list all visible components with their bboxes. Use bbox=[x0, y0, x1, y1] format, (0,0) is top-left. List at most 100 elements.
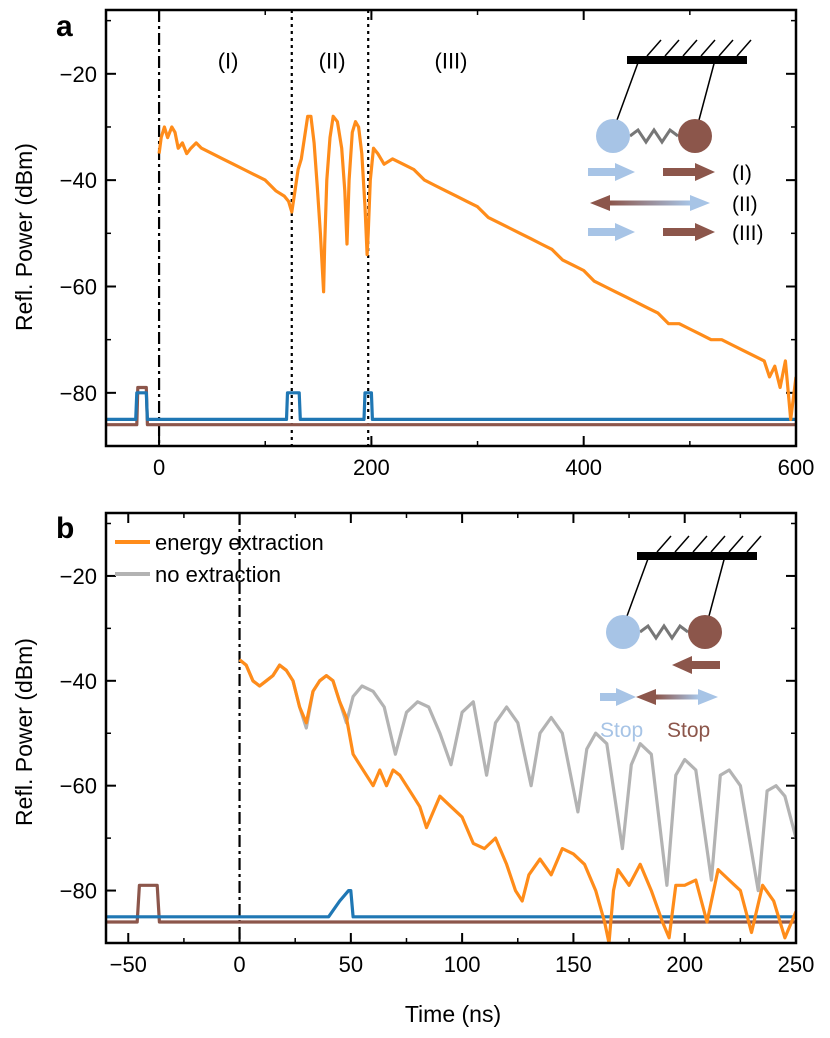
series-brown-b bbox=[106, 883, 796, 924]
y-tick-label-a: −20 bbox=[60, 62, 97, 87]
x-tick-label-b: 0 bbox=[233, 952, 245, 977]
schematic-row-label-iii: (III) bbox=[732, 222, 764, 245]
spring-b bbox=[639, 623, 689, 641]
arrow-c-row-i-shaft bbox=[663, 168, 695, 176]
mode-m-circle-a bbox=[596, 119, 630, 153]
panel-letter-b: b bbox=[56, 512, 74, 545]
arrow-c-row-iii-shaft bbox=[663, 228, 695, 236]
y-tick-label-b: −60 bbox=[60, 774, 97, 799]
hatch-a bbox=[718, 39, 734, 57]
x-tick-label-b: 250 bbox=[778, 952, 815, 977]
arrow-c-extraction-shaft bbox=[692, 661, 720, 669]
arrow-m-stop-head bbox=[616, 688, 636, 706]
arrow-m-stop bbox=[600, 688, 636, 706]
legend-b: energy extraction no extraction bbox=[115, 530, 324, 587]
hatch-a bbox=[682, 39, 698, 57]
mode-c-circle-a bbox=[678, 119, 712, 153]
mode-c-circle-b bbox=[688, 615, 722, 649]
x-tick-label-a: 0 bbox=[153, 455, 165, 480]
panel-b: b Refl. Power (dBm) Time (ns) −50 0 50 100 1… bbox=[11, 511, 815, 1027]
x-tick-label-b: 100 bbox=[444, 952, 481, 977]
hatch-b bbox=[710, 535, 726, 553]
hatch-a bbox=[700, 39, 716, 57]
legend-label-no-extraction: no extraction bbox=[155, 562, 281, 587]
arrow-exchange-b-shaft bbox=[656, 694, 698, 700]
plot-area-b: −50 0 50 100 150 200 250 −20 −40 −60 −80 bbox=[60, 511, 815, 977]
arrow-c-row-i bbox=[663, 163, 715, 181]
legend-label-energy-extraction: energy extraction bbox=[155, 530, 324, 555]
hatch-b bbox=[674, 535, 690, 553]
arrow-m-row-i-head bbox=[615, 163, 635, 181]
series-orange-a bbox=[157, 114, 796, 421]
y-tick-label-b: −80 bbox=[60, 879, 97, 904]
x-tick-label-b: 200 bbox=[666, 952, 703, 977]
y-tick-label-a: −60 bbox=[60, 274, 97, 299]
schematic-row-label-i: (I) bbox=[732, 162, 752, 185]
x-tick-label-a: 200 bbox=[353, 455, 390, 480]
suspension-c-a bbox=[698, 59, 716, 121]
arrow-exchange-row-ii-head-right bbox=[690, 195, 710, 211]
schematic-a: M C (I) (II) (III) bbox=[588, 39, 764, 245]
arrow-exchange-row-ii bbox=[590, 195, 710, 211]
y-tick-label-b: −40 bbox=[60, 669, 97, 694]
x-axis-label-b: Time (ns) bbox=[405, 1001, 501, 1027]
arrow-c-extraction bbox=[672, 656, 720, 674]
arrow-m-row-iii bbox=[588, 223, 635, 241]
region-label-1: (I) bbox=[218, 48, 239, 73]
arrow-m-row-iii-head bbox=[615, 223, 635, 241]
hatch-b bbox=[746, 535, 762, 553]
support-bar-b bbox=[637, 552, 757, 560]
x-tick-label-b: 50 bbox=[339, 952, 363, 977]
hatch-a bbox=[664, 39, 680, 57]
plot-frame-a bbox=[104, 8, 798, 448]
y-tick-label-a: −40 bbox=[60, 168, 97, 193]
series-brown-a bbox=[106, 385, 796, 427]
y-axis-label-b: Refl. Power (dBm) bbox=[11, 638, 37, 826]
hatch-b bbox=[728, 535, 744, 553]
mode-m-circle-b bbox=[606, 615, 640, 649]
arrow-exchange-b-head-right bbox=[698, 689, 718, 705]
y-axis-label-a: Refl. Power (dBm) bbox=[11, 143, 37, 331]
spring-a bbox=[629, 127, 679, 145]
panel-a: a Refl. Power (dBm) 0 200 400 600 −20 −40 −60 −… bbox=[11, 8, 815, 480]
series-energy-extraction bbox=[238, 658, 796, 943]
arrow-exchange-row-ii-head-left bbox=[590, 195, 610, 211]
arrow-c-row-i-head bbox=[695, 163, 715, 181]
hatch-b bbox=[692, 535, 708, 553]
arrow-exchange-b bbox=[636, 689, 718, 705]
region-label-2: (II) bbox=[319, 48, 346, 73]
series-group-a bbox=[106, 114, 796, 427]
stop-label-left: Stop bbox=[600, 719, 643, 742]
arrow-exchange-b-head-left bbox=[636, 689, 656, 705]
schematic-b: M C Stop Stop bbox=[600, 535, 762, 742]
y-tick-label-a: −80 bbox=[60, 381, 97, 406]
support-bar-a bbox=[627, 56, 747, 64]
schematic-row-label-ii: (II) bbox=[732, 193, 758, 216]
panel-letter-a: a bbox=[56, 10, 73, 43]
hatch-b bbox=[656, 535, 672, 553]
plot-frame-b bbox=[104, 511, 798, 945]
hatch-a bbox=[646, 39, 662, 57]
arrow-m-row-i-shaft bbox=[588, 168, 615, 176]
series-no-extraction bbox=[238, 658, 796, 893]
suspension-m-a bbox=[616, 59, 640, 121]
x-tick-label-a: 600 bbox=[778, 455, 815, 480]
x-tick-label-b: 150 bbox=[555, 952, 592, 977]
series-blue-b bbox=[106, 888, 796, 919]
series-group-b bbox=[106, 658, 796, 943]
arrow-m-stop-shaft bbox=[600, 693, 616, 701]
arrow-exchange-row-ii-shaft bbox=[610, 200, 690, 206]
arrow-m-row-iii-shaft bbox=[588, 228, 615, 236]
arrow-c-extraction-head bbox=[672, 656, 692, 674]
stop-label-right: Stop bbox=[667, 719, 710, 742]
suspension-c-b bbox=[708, 555, 726, 617]
x-tick-label-b: −50 bbox=[110, 952, 147, 977]
hatch-a bbox=[736, 39, 752, 57]
suspension-m-b bbox=[626, 555, 650, 617]
arrow-c-row-iii bbox=[663, 223, 715, 241]
arrow-m-row-i bbox=[588, 163, 635, 181]
region-label-3: (III) bbox=[435, 48, 468, 73]
y-tick-label-b: −20 bbox=[60, 564, 97, 589]
arrow-c-row-iii-head bbox=[695, 223, 715, 241]
